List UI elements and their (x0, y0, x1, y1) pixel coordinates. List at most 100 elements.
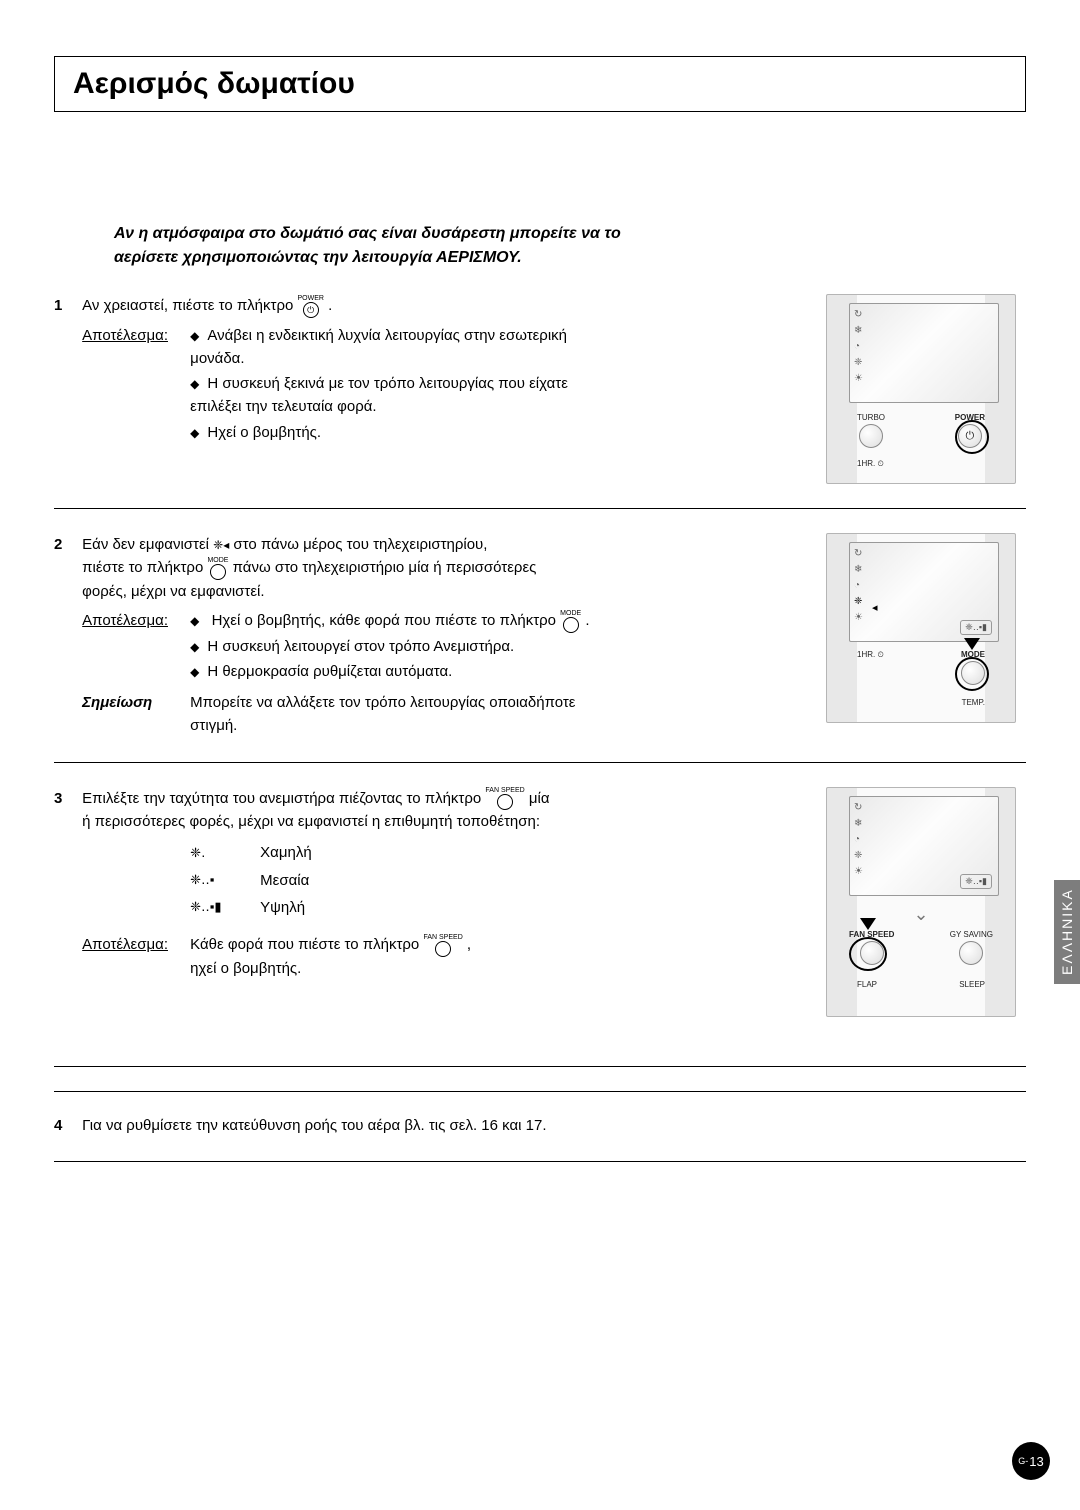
chevron-down-icon: ⌄ (913, 904, 928, 925)
intro-line-1: Αν η ατμόσφαιρα στο δωμάτιό σας είναι δυ… (114, 225, 621, 242)
power-button-label: POWER (298, 295, 324, 302)
fan-level-high: ❈․․▪▮ Υψηλή (190, 896, 622, 919)
title-box: Αερισμός δωματίου (54, 56, 1026, 112)
step-1-line-a: Αν χρειαστεί, πιέστε το πλήκτρο (82, 297, 297, 314)
mode-dry-icon: ◔ (854, 342, 863, 352)
mode-cool-icon: ❄ (854, 565, 863, 575)
page-prefix: G- (1018, 1456, 1028, 1466)
fan-level-low: ❈․ Χαμηλή (190, 841, 622, 864)
mode-cool-icon: ❄ (854, 819, 863, 829)
fan-low-icon: ❈․ (190, 843, 232, 863)
step-3-result-b: , (467, 936, 471, 953)
fan-level-med: ❈․․▪ Μεσαία (190, 869, 622, 892)
step-2-line2b: πάνω στο τηλεχειριστήριο μία ή περισσότε… (233, 559, 537, 576)
remote-illustration-1: ↻ ❄ ◔ ❈ ☀ TURBO POWER ⏻ 1HR. ⏲ (826, 294, 1016, 484)
step-2: 2 Εάν δεν εμφανιστεί ❈◂ στο πάνω μέρος τ… (54, 533, 1026, 763)
fan-med-label: Μεσαία (260, 869, 309, 892)
intro-line-2: αερίσετε χρησιμοποιώντας την λειτουργία … (114, 249, 522, 266)
language-side-tab: ΕΛΛΗΝΙΚΑ (1054, 880, 1080, 984)
step-2-line3: φορές, μέχρι να εμφανιστεί. (82, 583, 264, 600)
power-emphasis-ring (955, 420, 989, 454)
result-label-3: Αποτέλεσμα: (82, 933, 190, 956)
step-1-line-a2: . (328, 297, 332, 314)
fan-speed-emphasis-ring (849, 937, 887, 971)
fan-speed-button-icon-2: FAN SPEED (423, 934, 462, 957)
onehr-button: 1HR. ⏲ (857, 650, 884, 660)
mode-fan-icon: ❈ (854, 358, 863, 368)
step-3-line-2: ή περισσότερες φορές, μέχρι να εμφανιστε… (82, 813, 540, 830)
mode-dry-icon: ◔ (854, 581, 863, 591)
temp-button: TEMP. (962, 698, 985, 707)
onehr-label: 1HR. ⏲ (857, 459, 884, 469)
mode-button-label-2: MODE (560, 610, 581, 617)
step-4: 4 Για να ρυθμίσετε την κατεύθυνση ροής τ… (54, 1091, 1026, 1162)
mode-heat-icon: ☀ (854, 613, 863, 623)
onehr-label: 1HR. ⏲ (857, 650, 884, 660)
fan-mode-icon: ❈◂ (213, 539, 229, 551)
press-arrow-icon (860, 918, 876, 930)
step-2-bullet-1: Η συσκευή λειτουργεί στον τρόπο Ανεμιστή… (190, 635, 622, 658)
mode-auto-icon: ↻ (854, 803, 863, 813)
mode-fan-icon: ❈ (854, 597, 863, 607)
page-title: Αερισμός δωματίου (73, 67, 1007, 101)
remote-illustration-2: ↻ ❄ ◔ ❈ ☀ ◂ ❈․․▪▮ 1HR. ⏲ MODE TEMP. (826, 533, 1016, 723)
step-4-number: 4 (54, 1114, 78, 1137)
mode-auto-icon: ↻ (854, 310, 863, 320)
press-arrow-icon (964, 638, 980, 650)
mode-button-icon: MODE (207, 557, 228, 580)
step-2-bullet-0: Ηχεί ο βομβητής, κάθε φορά που πιέστε το… (190, 609, 622, 633)
fan-high-label: Υψηλή (260, 896, 305, 919)
step-4-text: Για να ρυθμίσετε την κατεύθυνση ροής του… (82, 1117, 546, 1134)
step-1-bullet-2: Η συσκευή ξεκινά με τον τρόπο λειτουργία… (190, 372, 622, 419)
mode-emphasis-ring (955, 657, 989, 691)
note-text: Μπορείτε να αλλάξετε τον τρόπο λειτουργί… (190, 691, 622, 738)
sleep-button: SLEEP (959, 980, 985, 989)
mode-button-icon-small: MODE (560, 610, 581, 633)
remote-illustration-3: ↻ ❄ ◔ ❈ ☀ ❈․․▪▮ ⌄ FAN SPEED GY SAVING F (826, 787, 1016, 1017)
mode-dry-icon: ◔ (854, 835, 863, 845)
fan-level-display: ❈․․▪▮ (960, 874, 992, 889)
mode-auto-icon: ↻ (854, 549, 863, 559)
step-2-line2a: πιέστε το πλήκτρο (82, 559, 207, 576)
fan-speed-button-label-2: FAN SPEED (423, 934, 462, 941)
step-2-number: 2 (54, 533, 78, 556)
step-3-result-2: ηχεί ο βομβητής. (190, 960, 301, 977)
step-1-bullet-3: Ηχεί ο βομβητής. (190, 421, 622, 444)
fan-speed-button-label: FAN SPEED (485, 787, 524, 794)
step-3-number: 3 (54, 787, 78, 810)
page-number-badge: G-13 (1012, 1442, 1050, 1480)
step-1-bullet-1: Ανάβει η ενδεικτική λυχνία λειτουργίας σ… (190, 324, 622, 371)
energy-saving-button: GY SAVING (950, 930, 993, 965)
mode-heat-icon: ☀ (854, 374, 863, 384)
fan-low-label: Χαμηλή (260, 841, 312, 864)
power-button-icon: POWER ⏻ (298, 295, 324, 318)
step-3-line-b: μία (529, 790, 550, 807)
fan-high-icon: ❈․․▪▮ (190, 897, 232, 917)
step-2-bullet-pre: Ηχεί ο βομβητής, κάθε φορά που πιέστε το… (212, 612, 561, 629)
temp-label: TEMP. (962, 698, 985, 707)
page-number: 13 (1029, 1454, 1043, 1469)
flap-label: FLAP (857, 980, 877, 989)
step-2-bullet-2: Η θερμοκρασία ρυθμίζεται αυτόματα. (190, 660, 622, 683)
intro-text: Αν η ατμόσφαιρα στο δωμάτιό σας είναι δυ… (114, 222, 1026, 270)
step-2-bullets: Ηχεί ο βομβητής, κάθε φορά που πιέστε το… (190, 609, 622, 685)
fan-level-display: ❈․․▪▮ (960, 620, 992, 635)
turbo-button: TURBO (857, 413, 885, 448)
note-label: Σημείωση (82, 691, 190, 714)
turbo-label: TURBO (857, 413, 885, 422)
mode-button-label: MODE (207, 557, 228, 564)
fan-speed-button-icon: FAN SPEED (485, 787, 524, 810)
fan-speed-levels: ❈․ Χαμηλή ❈․․▪ Μεσαία ❈․․▪▮ Υψηλή (190, 841, 622, 919)
mode-cool-icon: ❄ (854, 326, 863, 336)
step-1-bullets: Ανάβει η ενδεικτική λυχνία λειτουργίας σ… (190, 324, 622, 446)
step-3: 3 Επιλέξτε την ταχύτητα του ανεμιστήρα π… (54, 787, 1026, 1067)
step-2-prefix: Εάν δεν εμφανιστεί (82, 536, 213, 553)
step-2-bullet-post: . (585, 612, 589, 629)
result-label-2: Αποτέλεσμα: (82, 609, 190, 632)
sleep-label: SLEEP (959, 980, 985, 989)
step-3-result-a: Κάθε φορά που πιέστε το πλήκτρο (190, 936, 423, 953)
step-2-after-icon: στο πάνω μέρος του τηλεχειριστηρίου, (233, 536, 487, 553)
fan-selected-arrow-icon: ◂ (872, 601, 878, 614)
onehr-button: 1HR. ⏲ (857, 459, 884, 469)
result-label: Αποτέλεσμα: (82, 324, 190, 347)
